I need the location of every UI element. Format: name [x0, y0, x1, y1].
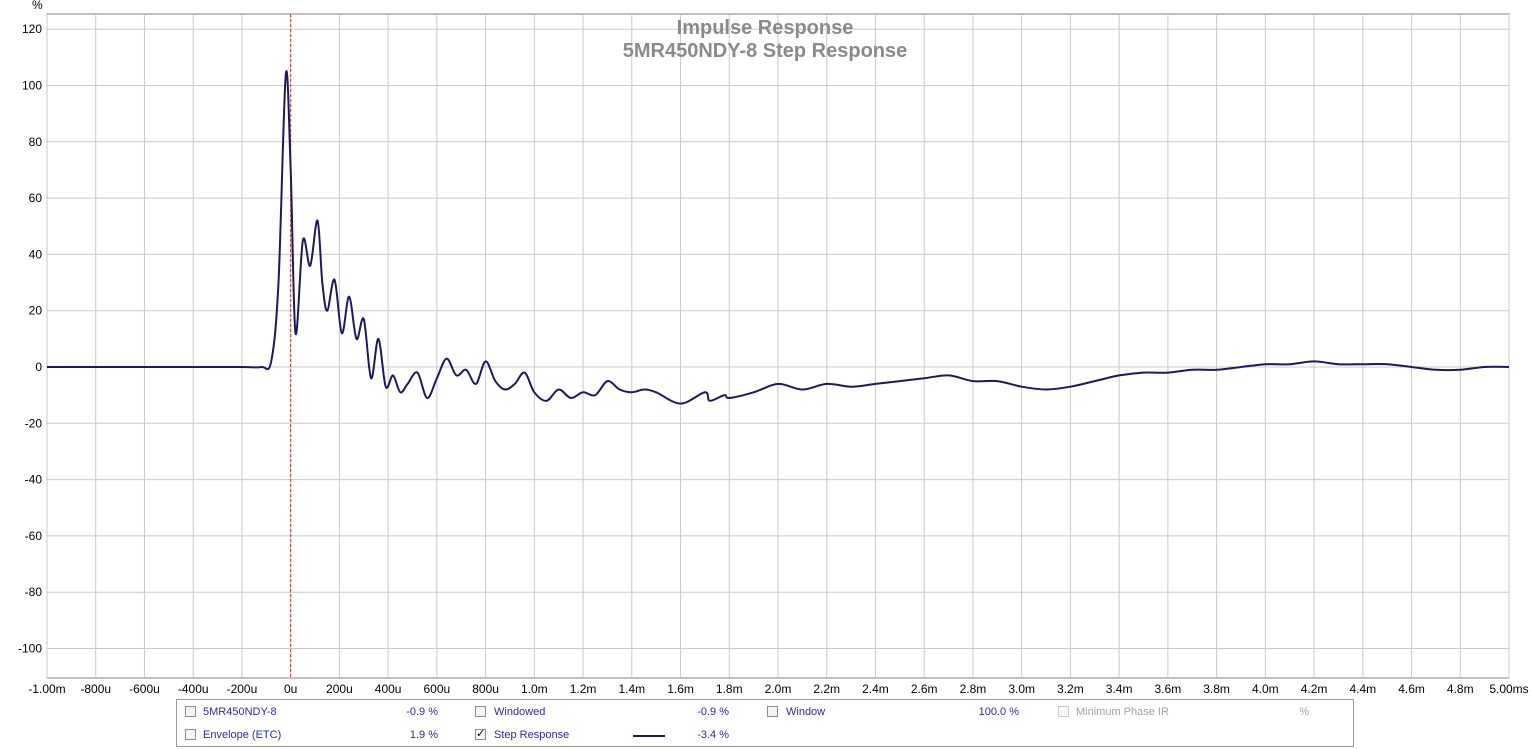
x-tick-label: 1.4m	[618, 682, 645, 696]
legend-value-envelope: 1.9 %	[409, 729, 438, 741]
x-tick-label: 3.4m	[1106, 682, 1133, 696]
y-tick-label: 120	[22, 22, 42, 36]
x-tick-label: -200u	[227, 682, 258, 696]
x-tick-label: 3.0m	[1008, 682, 1035, 696]
y-tick-label: 60	[29, 191, 43, 205]
y-tick-label: 40	[29, 247, 43, 261]
checkbox-window[interactable]	[767, 706, 778, 717]
x-tick-label: 2.8m	[960, 682, 987, 696]
x-tick-label: 4.2m	[1301, 682, 1328, 696]
y-tick-label: -40	[25, 473, 43, 487]
legend-label-window: Window	[786, 706, 826, 718]
y-tick-label: -60	[25, 529, 43, 543]
checkbox-raw[interactable]	[185, 706, 196, 717]
series-step-response	[47, 70, 1510, 405]
legend-value-raw: -0.9 %	[406, 706, 438, 718]
x-tick-label: 1.8m	[716, 682, 743, 696]
y-tick-label: -80	[25, 585, 43, 599]
y-axis-unit: %	[32, 0, 43, 12]
x-tick-label: 400u	[375, 682, 402, 696]
legend-label-windowed: Windowed	[494, 706, 546, 718]
chart-subtitle: 5MR450NDY-8 Step Response	[623, 40, 908, 62]
legend-panel: 5MR450NDY-8 -0.9 % Windowed -0.9 % Windo…	[176, 699, 1354, 747]
y-tick-label: 20	[29, 304, 43, 318]
x-tick-labels: -1.00m -800u -600u -400u -200u 0u 200u 400u 600u…	[28, 682, 1528, 696]
x-tick-label: 800u	[472, 682, 499, 696]
x-tick-label: 3.6m	[1155, 682, 1182, 696]
y-tick-label: 80	[29, 135, 43, 149]
x-tick-label: 2.0m	[765, 682, 792, 696]
y-tick-label: 0	[35, 360, 42, 374]
y-tick-label: -100	[18, 642, 42, 656]
legend-label-raw: 5MR450NDY-8	[203, 706, 277, 718]
x-tick-label: 3.8m	[1203, 682, 1230, 696]
x-tick-label: 2.2m	[813, 682, 840, 696]
x-tick-label: 600u	[424, 682, 451, 696]
x-tick-label: -400u	[178, 682, 209, 696]
x-tick-label: 2.6m	[911, 682, 938, 696]
legend-value-min-phase: %	[1299, 706, 1309, 718]
legend-value-step: -3.4 %	[697, 729, 729, 741]
x-tick-label: 1.6m	[667, 682, 694, 696]
x-tick-label: 200u	[326, 682, 353, 696]
legend-swatch-step	[633, 735, 665, 737]
legend-label-envelope: Envelope (ETC)	[203, 729, 282, 741]
series-lines	[47, 70, 1510, 405]
legend-label-min-phase: Minimum Phase IR	[1076, 706, 1169, 718]
checkbox-step[interactable]: ✓	[475, 728, 486, 740]
x-tick-label: -1.00m	[28, 682, 65, 696]
checkbox-windowed[interactable]	[475, 706, 486, 717]
y-tick-label: 100	[22, 79, 42, 93]
x-tick-label: 1.2m	[570, 682, 597, 696]
x-tick-label: 4.4m	[1349, 682, 1376, 696]
x-tick-label: 3.2m	[1057, 682, 1084, 696]
chart-title: Impulse Response	[677, 17, 854, 39]
x-tick-label: 5.00ms	[1489, 682, 1528, 696]
legend-label-step: Step Response	[494, 729, 570, 741]
y-tick-labels: 120 100 80 60 40 20 0 -20 -40 -60 -80 -100	[18, 22, 42, 655]
impulse-response-chart: 120 100 80 60 40 20 0 -20 -40 -60 -80 -100 -1.00m -8…	[18, 0, 1529, 696]
x-tick-label: 4.8m	[1447, 682, 1474, 696]
x-tick-label: -800u	[80, 682, 111, 696]
grid-lines	[46, 14, 1510, 678]
x-tick-label: 2.4m	[862, 682, 889, 696]
x-tick-label: 4.0m	[1252, 682, 1279, 696]
x-tick-label: 0u	[284, 682, 297, 696]
x-tick-label: 1.0m	[521, 682, 548, 696]
checkbox-min-phase	[1058, 706, 1069, 717]
checkbox-envelope[interactable]	[185, 729, 196, 740]
legend-value-windowed: -0.9 %	[697, 706, 729, 718]
x-tick-label: -600u	[129, 682, 160, 696]
x-tick-label: 4.6m	[1398, 682, 1425, 696]
legend-value-window: 100.0 %	[978, 706, 1019, 718]
y-tick-label: -20	[25, 416, 43, 430]
